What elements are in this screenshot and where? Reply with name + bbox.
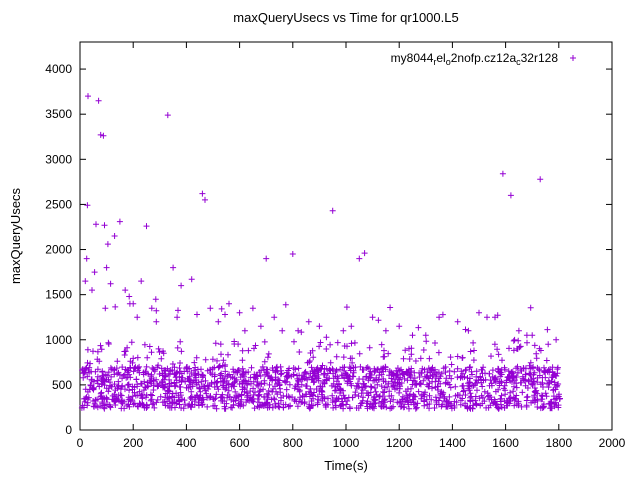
x-tick-label: 2000 (599, 436, 626, 450)
x-tick-label: 800 (283, 436, 303, 450)
x-tick-label: 1000 (333, 436, 360, 450)
x-tick-label: 400 (176, 436, 196, 450)
legend: my8044relo2nofp.cz12ac32r128 (391, 51, 576, 67)
y-tick-label: 500 (52, 378, 72, 392)
y-tick-label: 3000 (45, 152, 72, 166)
x-tick-label: 1200 (386, 436, 413, 450)
x-tick-label: 200 (123, 436, 143, 450)
legend-plus-marker (570, 55, 576, 61)
x-tick-label: 1800 (545, 436, 572, 450)
y-tick-label: 2000 (45, 243, 72, 257)
x-tick-label: 600 (230, 436, 250, 450)
x-tick-label: 0 (77, 436, 84, 450)
y-tick-label: 4000 (45, 62, 72, 76)
y-tick-label: 1000 (45, 333, 72, 347)
legend-label: my8044relo2nofp.cz12ac32r128 (391, 51, 559, 67)
y-tick-label: 2500 (45, 197, 72, 211)
data-points (78, 93, 563, 412)
x-axis-label: Time(s) (324, 458, 368, 473)
y-tick-label: 3500 (45, 107, 72, 121)
y-axis-label: maxQueryUsecs (8, 187, 23, 284)
x-tick-label: 1600 (492, 436, 519, 450)
y-tick-label: 0 (65, 423, 72, 437)
scatter-points-plus-markers (78, 93, 563, 412)
chart-title: maxQueryUsecs vs Time for qr1000.L5 (233, 10, 458, 25)
x-tick-label: 1400 (439, 436, 466, 450)
axes: 0 200 400 600 800 1000 1200 1400 1600 1800 2000 0 50… (45, 41, 626, 450)
y-tick-label: 1500 (45, 288, 72, 302)
